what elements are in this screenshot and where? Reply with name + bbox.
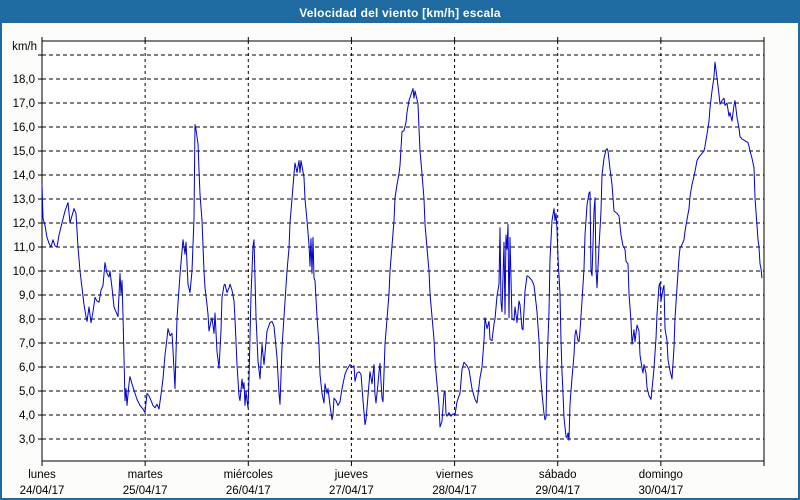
x-day-name-label: lunes	[28, 469, 56, 481]
y-tick-label: 11,0	[13, 242, 35, 254]
y-tick-label: 8,0	[19, 314, 35, 326]
y-tick-label: 12,0	[13, 218, 35, 230]
x-day-name-label: domingo	[639, 469, 683, 481]
x-day-date-label: 25/04/17	[123, 485, 168, 497]
x-day-name-label: martes	[128, 469, 163, 481]
y-tick-label: 10,0	[13, 266, 35, 278]
x-day-date-label: 26/04/17	[226, 485, 271, 497]
x-day-date-label: 30/04/17	[638, 485, 683, 497]
y-tick-label: 9,0	[19, 290, 35, 302]
chart-svg: 3,0 4,0 5,0 6,0 7,0 8,0 9,0 10,0 11,0 12,0 13,0 14,…	[12, 37, 765, 497]
x-day-date-label: 28/04/17	[432, 485, 477, 497]
y-axis-unit-label: km/h	[12, 41, 37, 53]
wind-speed-line	[41, 61, 763, 441]
y-tick-label: 7,0	[19, 338, 35, 350]
y-tick-label: 5,0	[19, 386, 35, 398]
y-tick-label: 15,0	[13, 146, 35, 158]
y-tick-label: 14,0	[13, 170, 35, 182]
y-tick-label: 13,0	[13, 194, 35, 206]
y-tick-label: 4,0	[19, 410, 35, 422]
x-day-date-label: 24/04/17	[20, 485, 65, 497]
x-day-name-label: viernes	[436, 469, 473, 481]
x-day-name-label: jueves	[334, 469, 368, 481]
y-tick-label: 6,0	[19, 362, 35, 374]
y-tick-label: 18,0	[13, 74, 35, 86]
x-day-date-label: 29/04/17	[535, 485, 580, 497]
x-day-date-label: 27/04/17	[329, 485, 374, 497]
x-day-name-label: miércoles	[224, 469, 273, 481]
title-bar: Velocidad del viento [km/h] escala	[2, 2, 798, 23]
y-tick-label: 17,0	[13, 98, 35, 110]
window-title: Velocidad del viento [km/h] escala	[299, 5, 501, 20]
x-day-name-label: sábado	[539, 469, 577, 481]
y-tick-label: 16,0	[13, 122, 35, 134]
y-tick-label: 3,0	[19, 434, 35, 446]
